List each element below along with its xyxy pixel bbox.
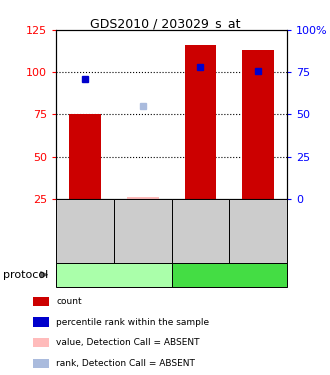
Text: GSM43071: GSM43071 — [196, 206, 205, 255]
Text: protocol: protocol — [3, 270, 49, 280]
Text: control: control — [96, 270, 132, 280]
Bar — [242, 50, 274, 199]
Text: GSM43070: GSM43070 — [81, 206, 89, 255]
Text: GSM43072: GSM43072 — [138, 206, 147, 255]
Text: rank, Detection Call = ABSENT: rank, Detection Call = ABSENT — [56, 359, 195, 368]
Bar — [184, 45, 216, 199]
Text: WTAP knockdown: WTAP knockdown — [186, 270, 272, 280]
Bar — [127, 197, 159, 199]
Text: value, Detection Call = ABSENT: value, Detection Call = ABSENT — [56, 338, 200, 347]
Text: GSM43073: GSM43073 — [254, 206, 263, 255]
Text: percentile rank within the sample: percentile rank within the sample — [56, 318, 209, 327]
Text: GDS2010 / 203029_s_at: GDS2010 / 203029_s_at — [90, 17, 240, 30]
Text: count: count — [56, 297, 82, 306]
Bar — [69, 114, 101, 199]
